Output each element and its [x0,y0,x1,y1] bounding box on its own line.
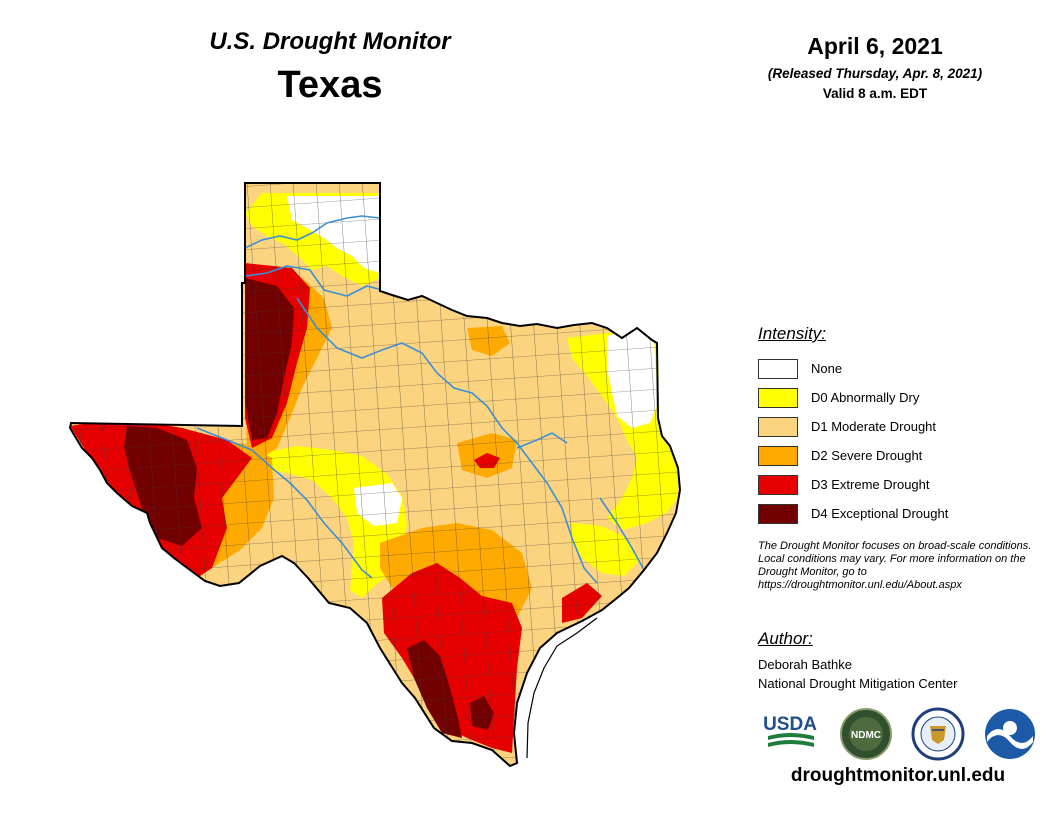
legend-item-d4: D4 Exceptional Drought [758,499,1056,528]
legend-swatch-none [758,358,798,379]
legend-title: Intensity: [758,324,827,343]
author-org: National Drought Mitigation Center [758,676,958,691]
valid-time: Valid 8 a.m. EDT [822,86,928,101]
trinity-river [599,497,645,571]
doc-seal-logo [911,707,965,761]
canadian-river [244,215,381,249]
map-header-right: April 6, 2021 (Released Thursday, Apr. 8… [735,33,1015,101]
legend-swatch-d2 [758,445,798,466]
author-title: Author: [758,629,813,648]
author-block: Author: Deborah Bathke National Drought … [758,629,1048,693]
usda-logo: USDA [763,714,817,747]
agency-logos: USDA NDMC [763,707,1035,761]
legend-label: D1 Moderate Drought [811,419,937,434]
rivers [196,215,645,584]
legend-item-d1: D1 Moderate Drought [758,412,1056,441]
barrier-islands [526,617,598,759]
legend-label: D2 Severe Drought [811,448,923,463]
disclaimer-note: The Drought Monitor focuses on broad-sca… [758,540,1032,591]
red-river [244,265,383,297]
state-title: Texas [277,64,383,106]
legend-swatch-d3 [758,474,798,495]
brazos-river [296,297,598,584]
legend-item-d2: D2 Severe Drought [758,441,1056,470]
legend-label: D4 Exceptional Drought [811,506,949,521]
svg-text:USDA: USDA [763,714,817,735]
rio-grande-pecos [196,427,373,579]
texas-outline [68,182,682,768]
legend-swatch-d0 [758,387,798,408]
ndmc-logo: NDMC [840,708,892,760]
county-lines [70,183,680,766]
legend-swatch-d4 [758,503,798,524]
texas-drought-map [68,182,682,768]
legend-label: D3 Extreme Drought [811,477,930,492]
map-date: April 6, 2021 [807,33,943,59]
map-header-left: U.S. Drought Monitor Texas [150,28,510,107]
svg-text:NDMC: NDMC [851,730,881,741]
release-date: (Released Thursday, Apr. 8, 2021) [767,66,983,81]
legend-swatch-d1 [758,416,798,437]
legend-item-none: None [758,354,1056,383]
colorado-river [516,432,568,449]
website-url[interactable]: droughtmonitor.unl.edu [790,765,1006,786]
author-name: Deborah Bathke [758,657,852,672]
legend-label: D0 Abnormally Dry [811,390,920,405]
legend-item-d0: D0 Abnormally Dry [758,383,1056,412]
legend-label: None [811,361,843,376]
map-subtitle: U.S. Drought Monitor [209,28,451,55]
noaa-logo [985,709,1035,759]
legend: Intensity: None D0 Abnormally Dry D1 Mod… [758,324,1056,528]
legend-item-d3: D3 Extreme Drought [758,470,1056,499]
